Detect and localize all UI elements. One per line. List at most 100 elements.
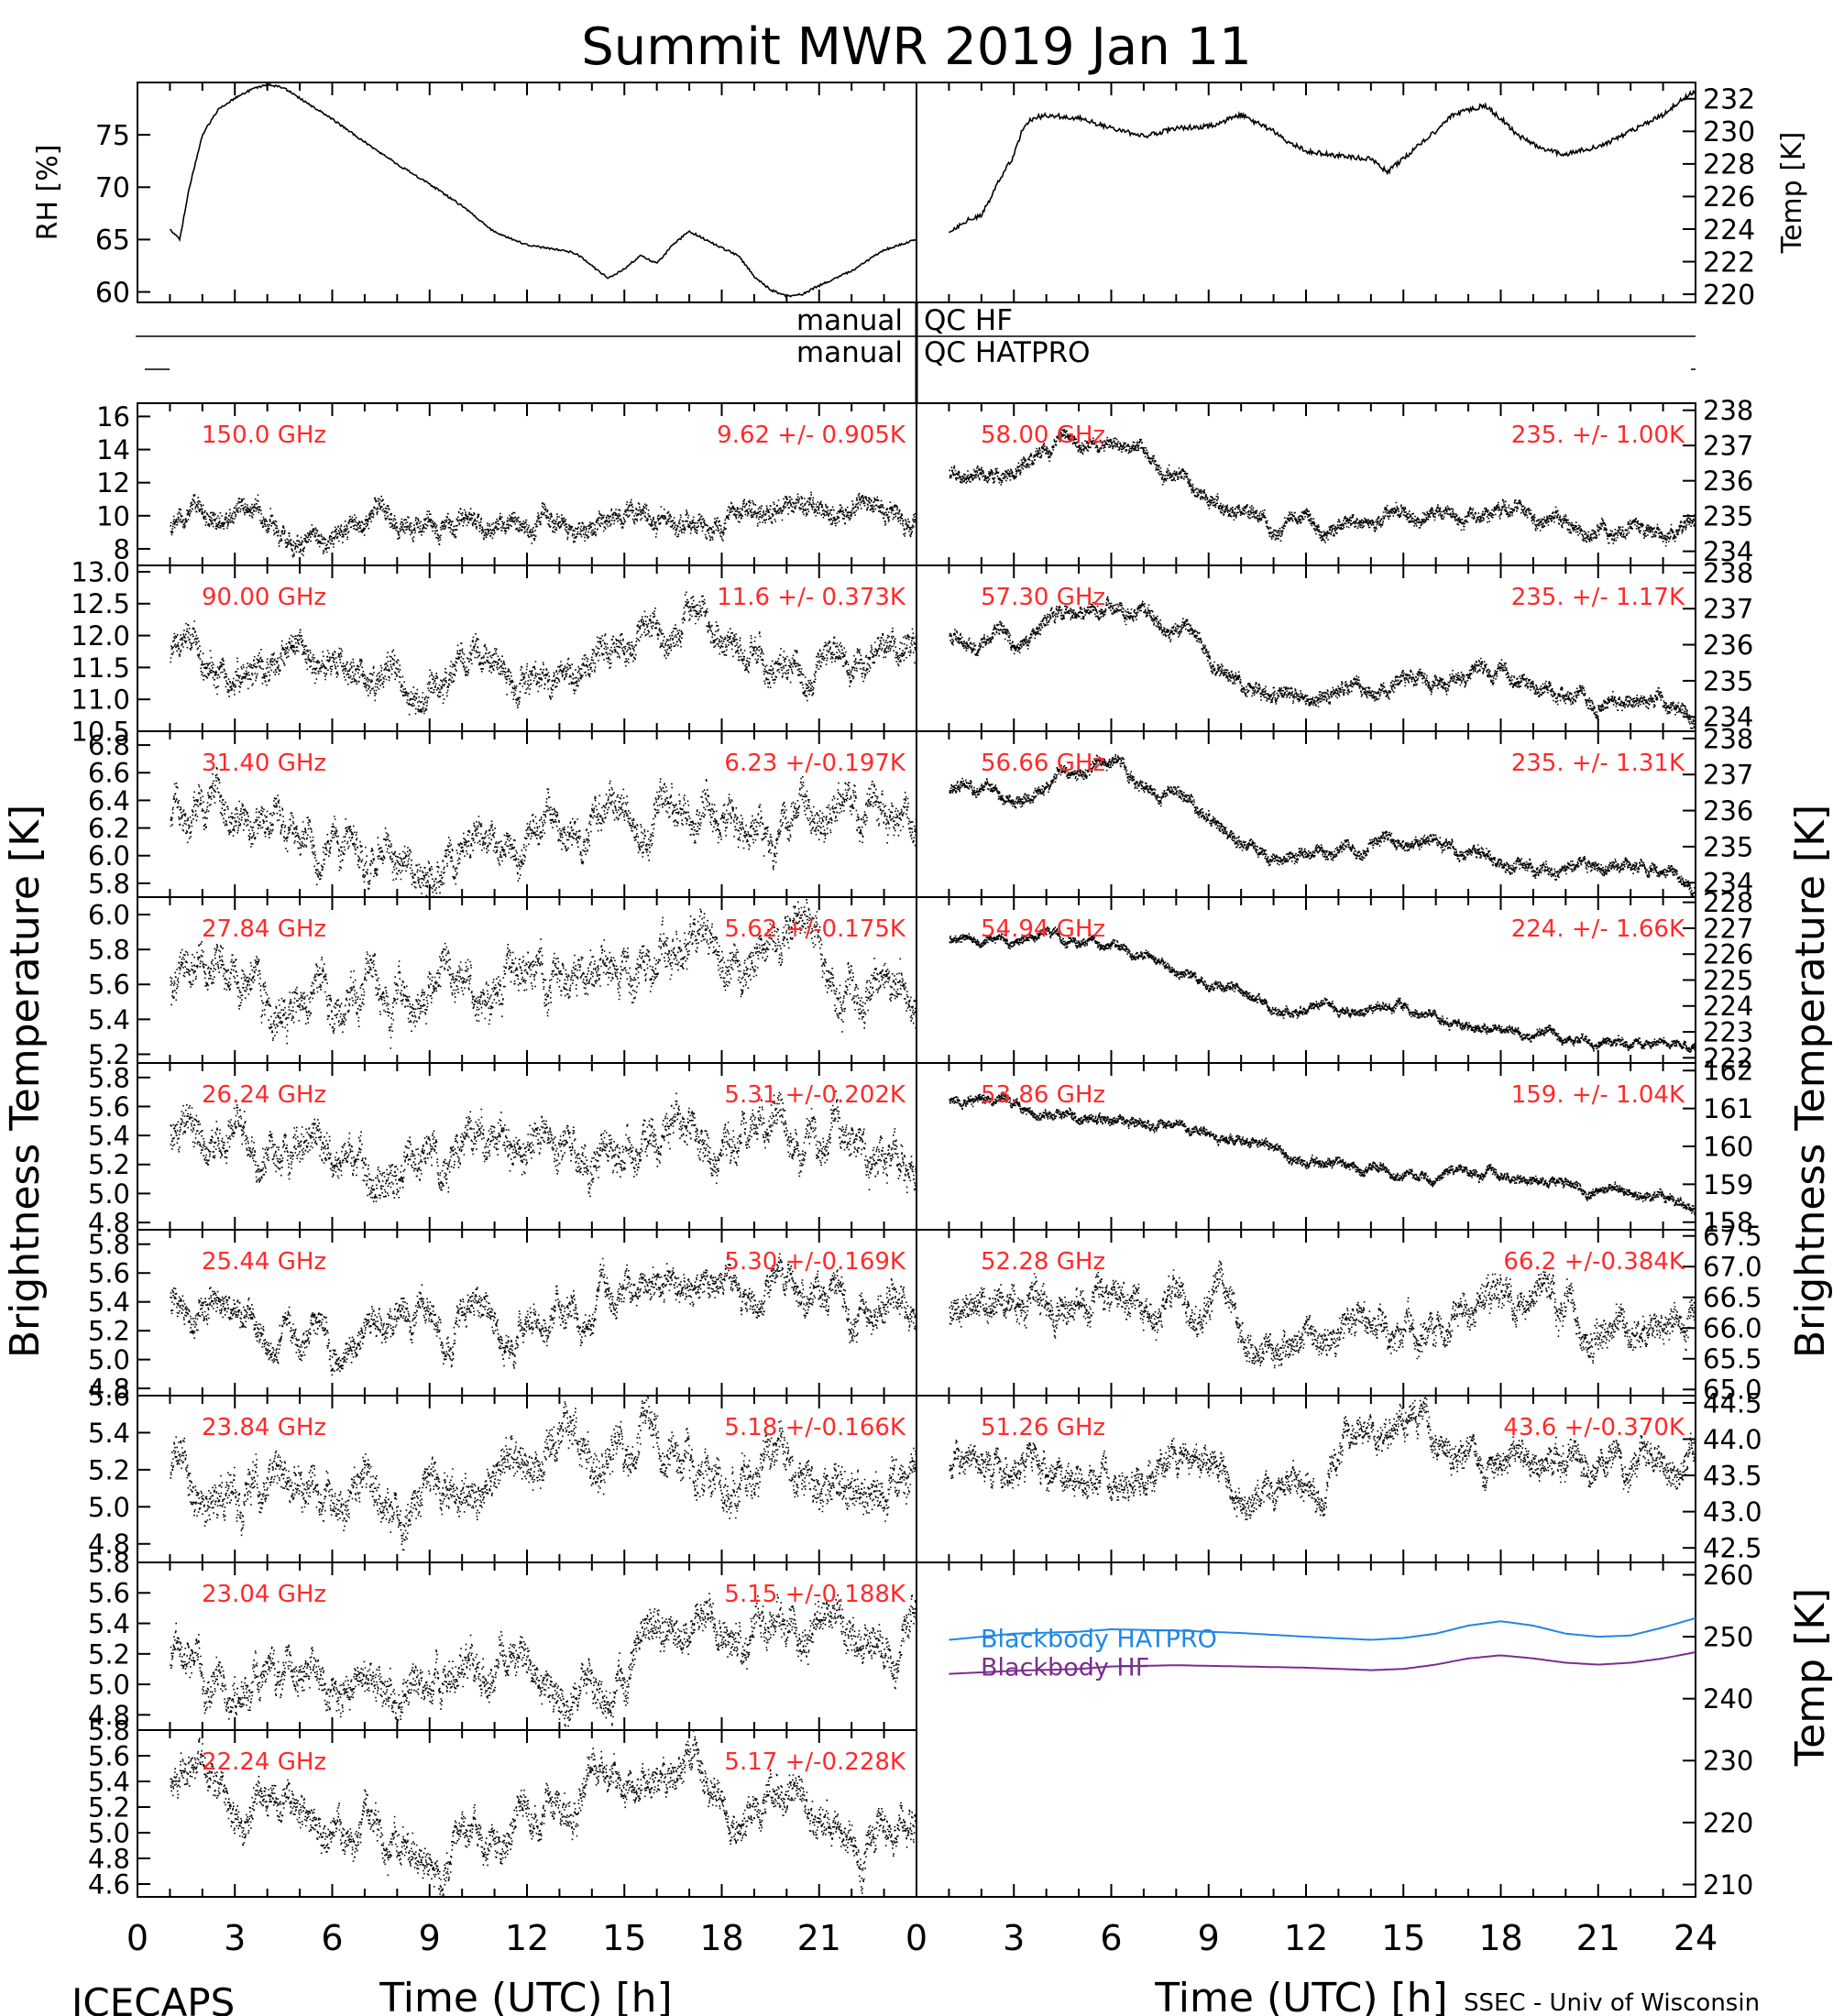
y-tick-label: 5.2	[88, 1149, 130, 1180]
plot-area-bt-53	[949, 1091, 1696, 1215]
channel-label: 54.94 GHz	[981, 915, 1105, 943]
series-trace	[170, 767, 916, 897]
y-tick-label: 43.0	[1703, 1496, 1762, 1528]
y-tick-label: 44.0	[1703, 1424, 1762, 1455]
x-tick-label: 9	[1198, 1918, 1220, 1958]
y-tick-label: 5.6	[88, 1380, 130, 1411]
y-tick-label: 43.5	[1703, 1460, 1762, 1491]
x-tick-label: 3	[224, 1918, 246, 1958]
plot-area-bt-23-0	[170, 1593, 916, 1727]
y-tick-label: 42.5	[1703, 1533, 1762, 1564]
y-tick-label: 5.4	[88, 1287, 130, 1318]
y-tick-label: 237	[1703, 760, 1753, 791]
y-tick-label: 8	[114, 533, 130, 564]
channel-label: 31.40 GHz	[202, 750, 326, 777]
temp-ylabel: Temp [K]	[1776, 132, 1808, 255]
channel-label: 53.86 GHz	[981, 1081, 1105, 1109]
y-tick-label: 5.4	[88, 1766, 130, 1797]
y-tick-label: 5.4	[88, 1608, 130, 1639]
y-tick-label: 234	[1703, 702, 1753, 733]
y-tick-label: 5.2	[88, 1039, 130, 1070]
y-tick-label: 210	[1703, 1869, 1753, 1901]
panel-bt-58: 234 235 236 237 238 58.00 GHz 235. +/- 1.00K	[916, 395, 1753, 567]
y-tick-label: 237	[1703, 594, 1753, 625]
y-tick-label: 11.0	[71, 685, 130, 716]
x-tick-label: 24	[1674, 1918, 1718, 1958]
series-trace	[949, 1091, 1696, 1215]
y-tick-label: 5.0	[88, 1670, 130, 1701]
y-tick-label: 228	[1703, 149, 1755, 181]
x-tick-label: 0	[126, 1918, 148, 1958]
plot-area-bt-51	[949, 1397, 1696, 1520]
y-tick-label: 5.6	[88, 1091, 130, 1123]
y-tick-label: 6.2	[88, 813, 130, 844]
y-tick-label: 67.5	[1703, 1221, 1762, 1252]
channel-label: 51.26 GHz	[981, 1414, 1105, 1441]
y-tick-label: 236	[1703, 795, 1753, 827]
qc-hf-right-label: QC HF	[924, 304, 1013, 337]
x-tick-label: 3	[1003, 1918, 1025, 1958]
stats-label: 5.62 +/-0.175K	[724, 915, 906, 943]
stats-label: 5.30 +/-0.169K	[724, 1248, 906, 1276]
series-trace	[170, 591, 916, 716]
channel-label: 57.30 GHz	[981, 584, 1105, 611]
y-tick-label: 220	[1703, 1807, 1753, 1838]
y-tick-label: 235	[1703, 501, 1753, 532]
plot-area-bt-150	[170, 491, 916, 558]
qc-hatpro-right-label: QC HATPRO	[924, 336, 1091, 369]
stats-label: 5.31 +/-0.202K	[724, 1081, 906, 1109]
stats-label: 5.17 +/-0.228K	[724, 1748, 906, 1776]
y-tick-label: 5.8	[88, 935, 130, 966]
right-ylabel: Brightness Temperature [K]	[1787, 805, 1833, 1358]
y-tick-label: 66.5	[1703, 1282, 1762, 1313]
y-tick-label: 5.0	[88, 1178, 130, 1210]
y-tick-label: 5.4	[88, 1004, 130, 1035]
y-tick-label: 220	[1703, 279, 1755, 312]
footer-right: SSEC - Univ of Wisconsin	[1464, 1989, 1760, 2016]
series-line	[948, 89, 1696, 234]
y-tick-label: 235	[1703, 831, 1753, 862]
stats-label: 6.23 +/-0.197K	[724, 750, 906, 777]
series-trace	[949, 1260, 1696, 1369]
stats-label: 159. +/- 1.04K	[1511, 1081, 1685, 1109]
plot-area-bt-31	[170, 767, 916, 897]
y-tick-label: 240	[1703, 1683, 1753, 1715]
y-tick-label: 5.2	[88, 1454, 130, 1485]
plot-area-bt-54	[949, 926, 1696, 1053]
panel-bt-52: 65.065.566.066.567.067.5 52.28 GHz 66.2 +/…	[916, 1221, 1762, 1406]
series-line-1	[949, 1651, 1696, 1675]
x-tick-label: 6	[1100, 1918, 1122, 1958]
series-trace	[949, 426, 1696, 547]
channel-label: 58.00 GHz	[981, 422, 1105, 449]
x-tick-label: 9	[419, 1918, 441, 1958]
rh-ylabel: RH [%]	[32, 145, 64, 241]
y-tick-label: 66.0	[1703, 1313, 1762, 1344]
y-tick-label: 10.5	[71, 716, 130, 747]
y-tick-label: 238	[1703, 723, 1753, 754]
y-tick-label: 228	[1703, 887, 1753, 918]
stats-label: 5.15 +/-0.188K	[724, 1581, 906, 1608]
y-tick-label: 224	[1703, 214, 1755, 247]
series-trace	[170, 1396, 916, 1551]
y-tick-label: 5.6	[88, 1258, 130, 1289]
x-tick-label: 21	[797, 1918, 841, 1958]
series-line	[169, 82, 916, 298]
x-tick-label: 15	[1381, 1918, 1425, 1958]
y-tick-label: 235	[1703, 665, 1753, 696]
stats-label: 66.2 +/-0.384K	[1503, 1248, 1685, 1276]
panel-frame	[916, 82, 1696, 303]
y-tick-label: 4.8	[88, 1374, 130, 1405]
y-tick-label: 16	[96, 401, 130, 433]
y-tick-label: 5.0	[88, 1344, 130, 1375]
y-tick-label: 5.4	[88, 1121, 130, 1152]
stats-label: 9.62 +/- 0.905K	[717, 422, 906, 449]
y-tick-label: 5.2	[88, 1316, 130, 1347]
y-tick-label: 5.8	[88, 1547, 130, 1578]
plot-area-bt-52	[949, 1260, 1696, 1369]
y-tick-label: 230	[1703, 116, 1755, 148]
left-ylabel: Brightness Temperature [K]	[2, 805, 49, 1358]
y-tick-label: 236	[1703, 466, 1753, 497]
